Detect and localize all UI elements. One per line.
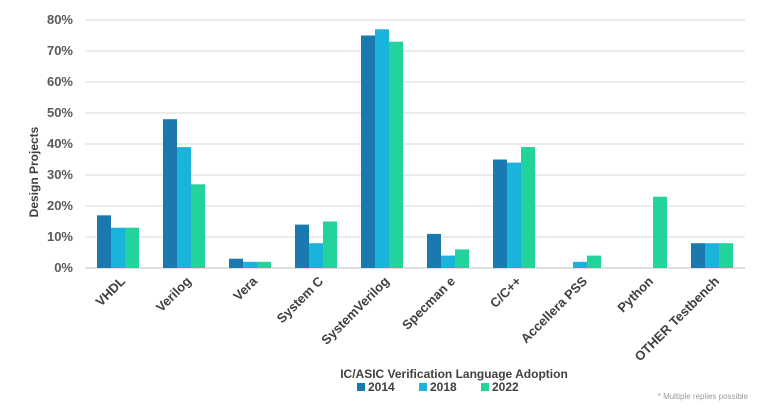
bar-2014-1 [97, 215, 111, 268]
bar-2018-2 [177, 147, 191, 268]
x-category-label: Specman e [399, 274, 458, 333]
y-tick-label: 20% [47, 198, 73, 213]
footnote: * Multiple replies possible [658, 392, 749, 401]
legend-swatch [357, 383, 365, 391]
bar-2014-3 [229, 258, 243, 268]
bar-2014-4 [295, 224, 309, 268]
y-tick-label: 40% [47, 136, 73, 151]
bar-2022-6 [455, 249, 469, 268]
y-tick-label: 70% [47, 43, 73, 58]
bar-2022-2 [191, 184, 205, 268]
bar-2014-10 [691, 243, 705, 268]
x-category-label: Python [614, 273, 656, 315]
bar-2022-8 [587, 255, 601, 268]
bar-2018-6 [441, 255, 455, 268]
bar-2018-10 [705, 243, 719, 268]
y-tick-label: 50% [47, 105, 73, 120]
y-axis-label: Design Projects [27, 126, 41, 217]
legend: 2014 2018 2022 [357, 380, 519, 394]
x-category-label: VHDL [92, 273, 128, 309]
x-category-label: Accellera PSS [518, 273, 591, 346]
legend-swatch [481, 383, 489, 391]
bar-2022-4 [323, 221, 337, 268]
bar-2022-7 [521, 147, 535, 268]
bar-2014-6 [427, 233, 441, 268]
bar-2018-5 [375, 29, 389, 268]
bar-2018-7 [507, 162, 521, 268]
x-category-label: C/C++ [487, 273, 524, 310]
bar-2022-10 [719, 243, 733, 268]
x-category-label: SystemVerilog [318, 273, 392, 347]
y-tick-label: 0% [54, 260, 73, 275]
bar-2018-4 [309, 243, 323, 268]
bar-2018-3 [243, 261, 257, 268]
bar-2022-9 [653, 196, 667, 268]
x-axis-label: IC/ASIC Verification Language Adoption [340, 367, 568, 381]
y-axis-ticks: 0% 10% 20% 30% 40% 50% 60% 70% 80% [47, 12, 73, 275]
bar-2022-3 [257, 261, 271, 268]
y-tick-label: 80% [47, 12, 73, 27]
bar-2022-1 [125, 227, 139, 268]
x-category-label: Verilog [153, 273, 194, 314]
bar-2018-1 [111, 227, 125, 268]
legend-swatch [419, 383, 427, 391]
bar-2014-7 [493, 159, 507, 268]
x-category-label: Vera [230, 273, 261, 304]
bar-2014-2 [163, 119, 177, 268]
y-tick-label: 10% [47, 229, 73, 244]
legend-label: 2014 [368, 380, 395, 394]
x-category-label: System C [274, 273, 327, 326]
legend-label: 2022 [492, 380, 519, 394]
bar-2018-8 [573, 261, 587, 268]
y-tick-label: 60% [47, 74, 73, 89]
bars [97, 29, 733, 269]
y-tick-label: 30% [47, 167, 73, 182]
bar-2022-5 [389, 41, 403, 269]
bar-2014-5 [361, 35, 375, 268]
legend-label: 2018 [430, 380, 457, 394]
